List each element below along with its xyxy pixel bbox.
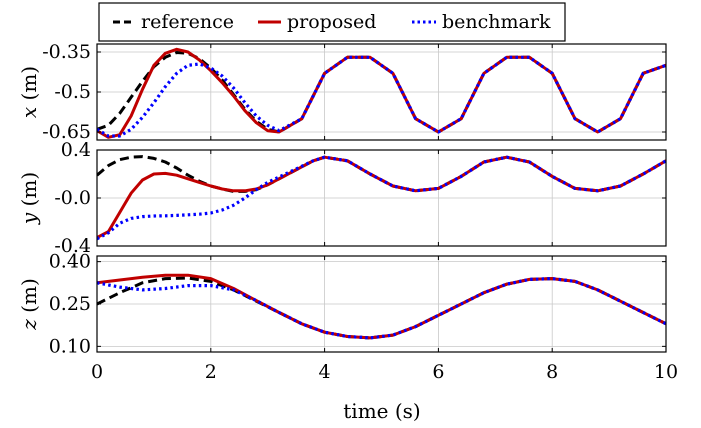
legend-label-benchmark: benchmark xyxy=(442,11,551,33)
x-axis-title: time (s) xyxy=(343,399,420,423)
y-tick-label-z: 0.40 xyxy=(49,251,91,273)
panel-y: 0.4 -0.0 -0.4 y (m) xyxy=(17,139,667,257)
series-group-y xyxy=(97,155,666,241)
x-tick-label: 4 xyxy=(319,361,331,383)
legend-item-proposed: proposed xyxy=(258,11,376,33)
series-line-proposed-x xyxy=(97,47,666,139)
y-axis-var: y xyxy=(17,206,41,225)
panel-x: -0.35 -0.5 -0.65x (m) xyxy=(17,41,667,143)
y-tick-label-y: -0.4 xyxy=(54,235,91,257)
panel-z: 0.40 0.25 0.10 z (m) xyxy=(17,251,667,357)
y-axis-var: z xyxy=(17,313,41,331)
panels: -0.35-0.5-0.65x (m)0.4-0.0-0.4y (m)0.400… xyxy=(17,41,667,357)
x-tick-label: 2 xyxy=(205,361,217,383)
legend-item-reference: reference xyxy=(113,11,234,33)
series-line-proposed-y xyxy=(97,155,666,240)
series-line-benchmark-x xyxy=(97,55,666,138)
series-line-benchmark-z xyxy=(97,277,666,340)
y-tick-label-z: 0.25 xyxy=(49,293,91,315)
legend-item-benchmark: benchmark xyxy=(412,11,551,33)
y-axis-title-y: y (m) xyxy=(17,172,41,225)
x-tick-label: 8 xyxy=(546,361,558,383)
y-tick-label-z: 0.10 xyxy=(49,335,91,357)
y-tick-label-x: -0.35 xyxy=(42,41,91,63)
legend: reference proposed benchmark xyxy=(98,2,566,42)
y-axis-unit: (m) xyxy=(17,278,41,313)
y-axis-unit: (m) xyxy=(17,172,41,207)
y-tick-label-y: 0.4 xyxy=(61,139,91,161)
series-group-z xyxy=(97,273,666,340)
legend-box xyxy=(98,2,566,42)
x-tick-label: 6 xyxy=(432,361,444,383)
y-tick-label-x: -0.5 xyxy=(54,81,91,103)
series-group-x xyxy=(97,47,666,139)
legend-label-proposed: proposed xyxy=(287,11,376,33)
y-tick-label-y: -0.0 xyxy=(54,187,91,209)
y-axis-var: x xyxy=(17,100,41,118)
legend-label-reference: reference xyxy=(141,11,234,33)
series-line-reference-y xyxy=(97,155,666,193)
series-line-benchmark-y xyxy=(97,155,666,241)
x-tick-label: 0 xyxy=(91,361,103,383)
y-axis-unit: (m) xyxy=(17,66,41,101)
y-tick-label-x: -0.65 xyxy=(42,121,91,143)
x-tick-label: 10 xyxy=(654,361,678,383)
x-tick-labels: 0 2 4 6 8 10 xyxy=(91,361,678,383)
y-axis-title-x: x (m) xyxy=(17,66,41,118)
y-axis-title-z: z (m) xyxy=(17,278,41,330)
